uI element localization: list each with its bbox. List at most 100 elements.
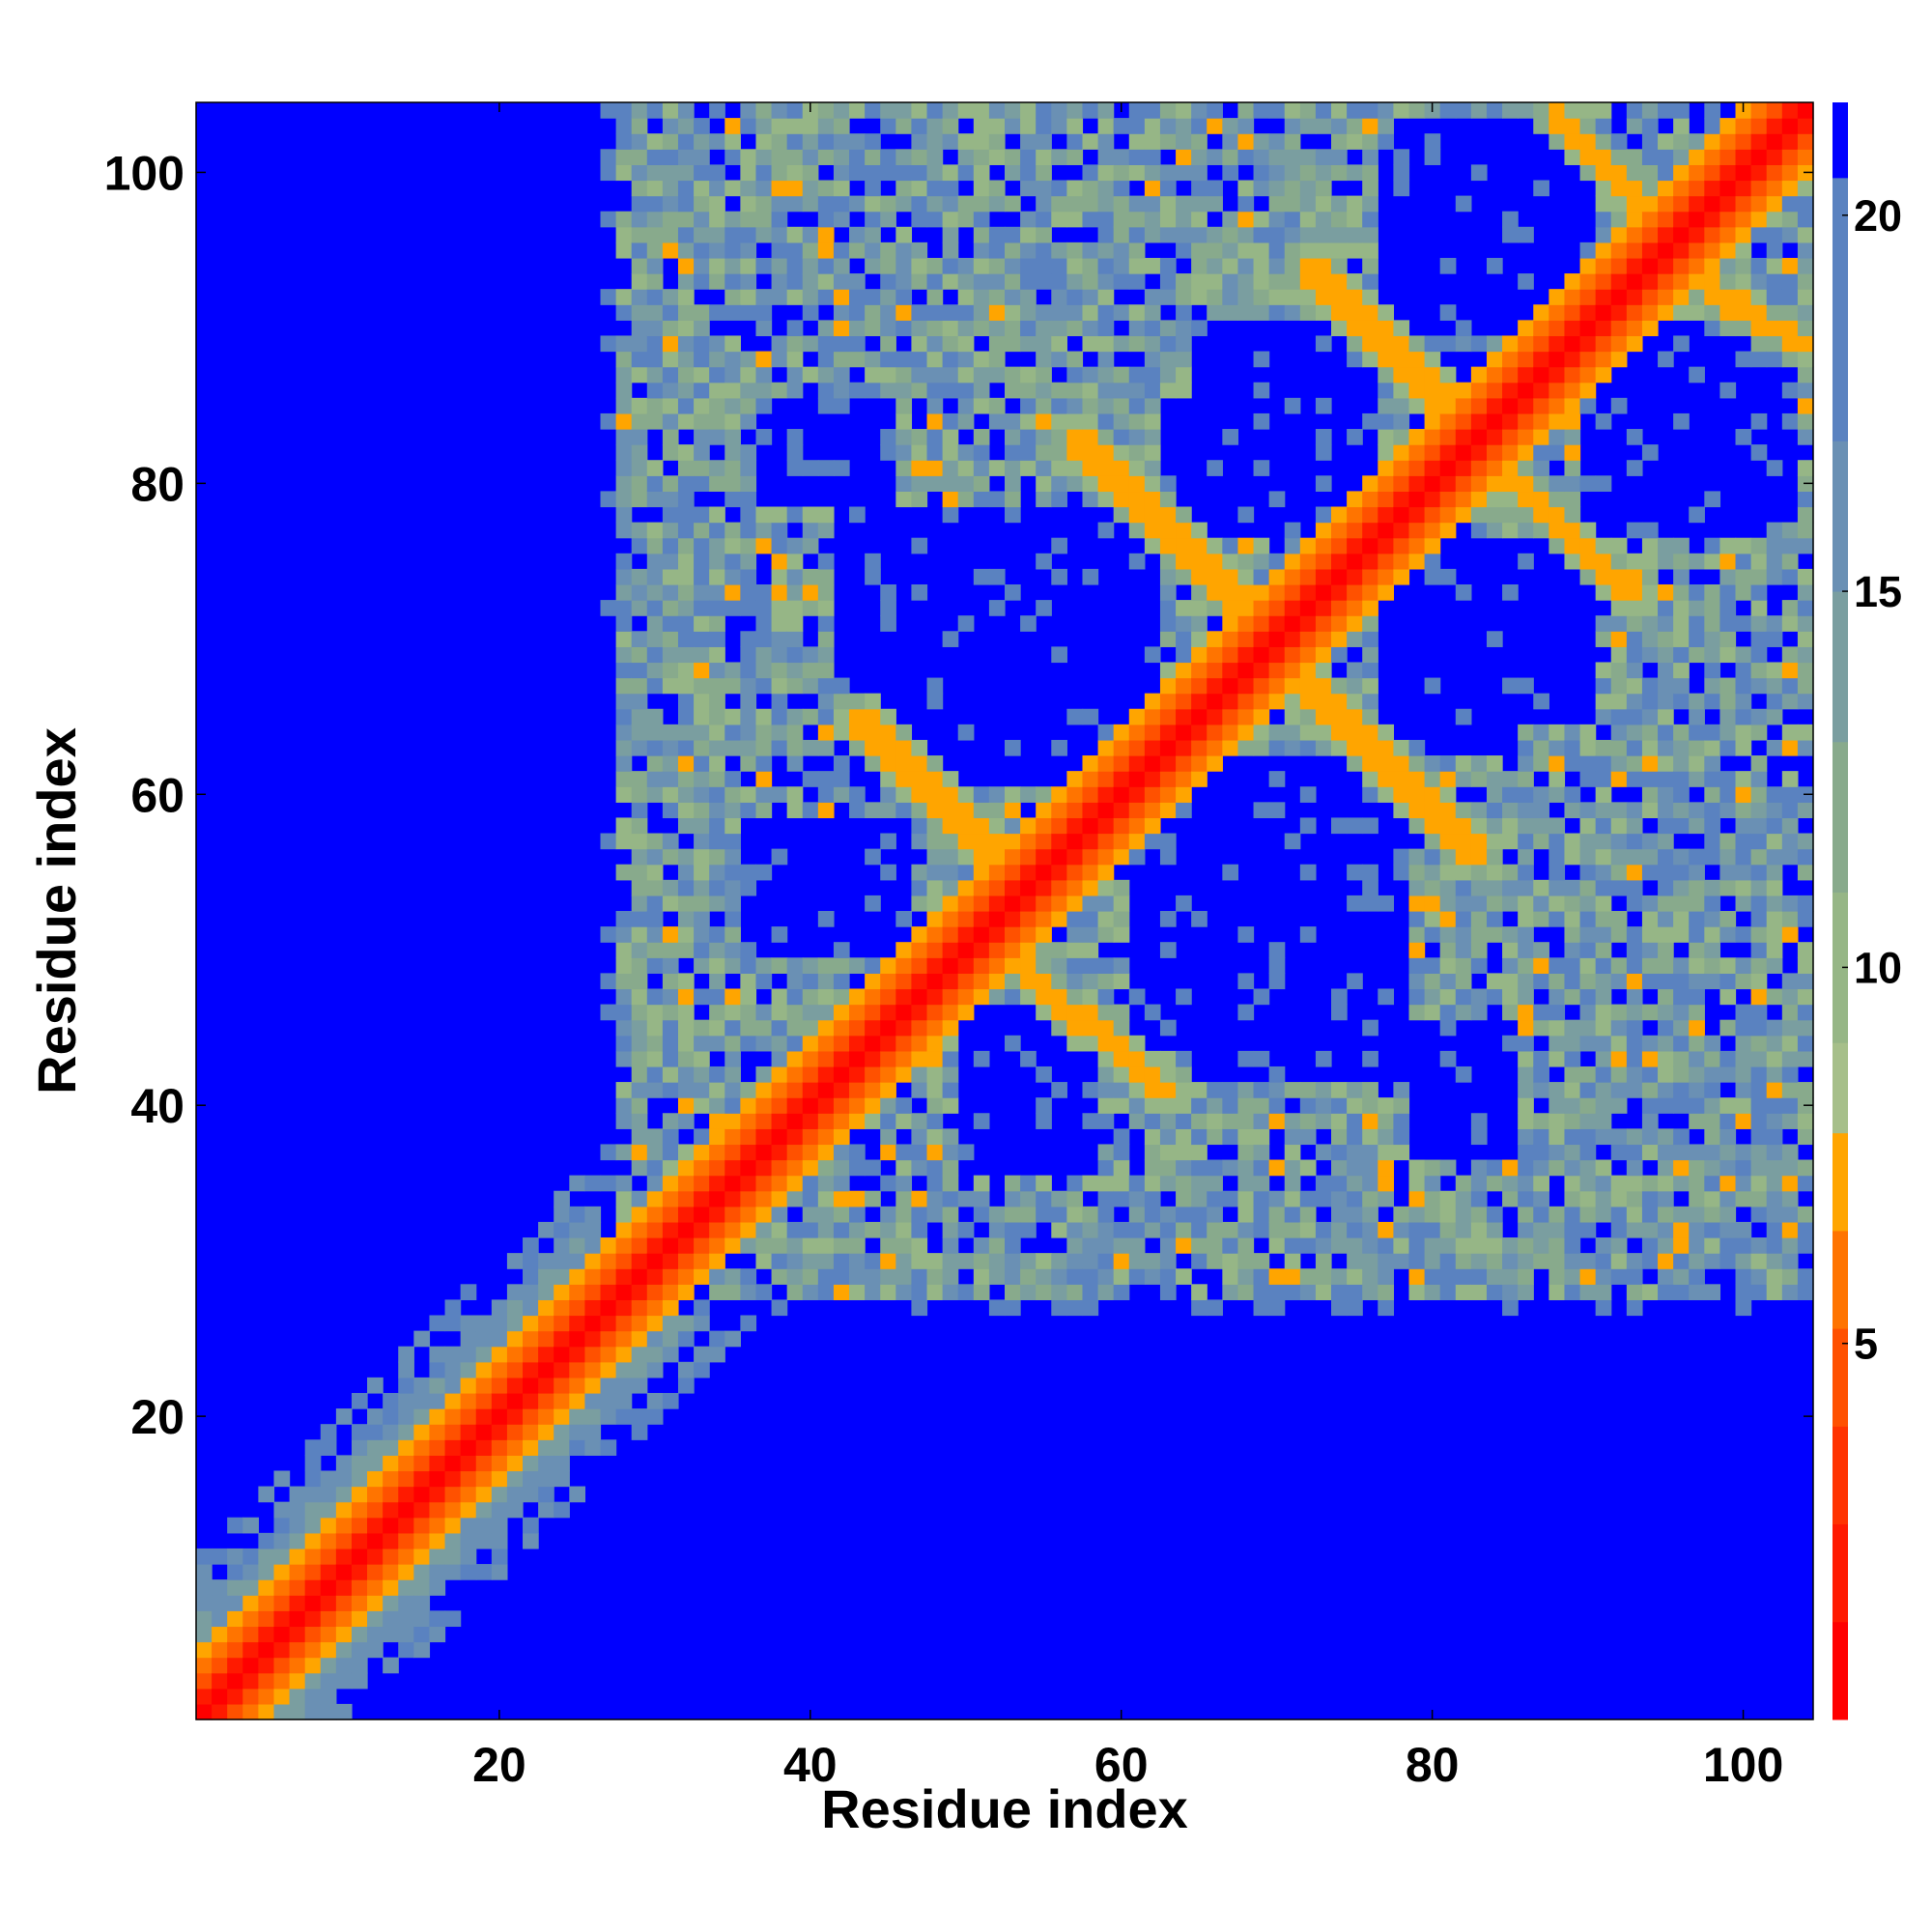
heatmap-cell xyxy=(817,708,835,725)
heatmap-cell xyxy=(615,522,633,539)
heatmap-cell xyxy=(523,1315,539,1332)
heatmap-cell xyxy=(1610,568,1628,585)
heatmap-cell xyxy=(1315,397,1332,414)
heatmap-cell xyxy=(802,366,819,384)
heatmap-cell xyxy=(1082,957,1099,974)
heatmap-cell xyxy=(1579,879,1597,896)
heatmap-cell xyxy=(1036,1253,1052,1269)
heatmap-cell xyxy=(1128,133,1146,150)
heatmap-cell xyxy=(1176,118,1192,134)
heatmap-cell xyxy=(1626,583,1643,601)
heatmap-cell xyxy=(755,1284,773,1301)
heatmap-cell xyxy=(1097,817,1115,835)
heatmap-cell xyxy=(1424,1237,1441,1254)
heatmap-cell xyxy=(1658,802,1674,819)
heatmap-cell xyxy=(1082,257,1099,274)
heatmap-cell xyxy=(1766,195,1783,213)
heatmap-cell xyxy=(1066,320,1084,337)
heatmap-cell xyxy=(662,1035,679,1052)
heatmap-cell xyxy=(988,304,1006,321)
heatmap-cell xyxy=(1378,366,1395,384)
heatmap-cell xyxy=(491,1424,508,1440)
heatmap-cell xyxy=(771,1050,788,1067)
heatmap-cell xyxy=(1144,491,1161,508)
heatmap-cell xyxy=(398,1346,414,1363)
heatmap-cell xyxy=(849,102,866,119)
heatmap-cell xyxy=(1408,444,1426,461)
heatmap-cell xyxy=(600,1268,617,1285)
heatmap-cell xyxy=(1595,864,1612,881)
heatmap-cell xyxy=(1036,1113,1052,1129)
heatmap-cell xyxy=(398,1517,414,1534)
heatmap-cell xyxy=(724,988,741,1006)
heatmap-cell xyxy=(1097,1019,1115,1037)
heatmap-cell xyxy=(1176,320,1192,337)
heatmap-cell xyxy=(646,335,664,353)
heatmap-cell xyxy=(1518,786,1534,803)
heatmap-cell xyxy=(304,1672,322,1690)
heatmap-cell xyxy=(1626,1284,1643,1301)
heatmap-cell xyxy=(942,211,959,228)
heatmap-cell xyxy=(911,786,928,803)
heatmap-cell xyxy=(694,724,710,741)
heatmap-cell xyxy=(865,242,881,259)
heatmap-cell xyxy=(1502,491,1519,508)
heatmap-cell xyxy=(1191,118,1208,134)
heatmap-cell xyxy=(1144,1082,1161,1098)
heatmap-cell xyxy=(880,1175,896,1192)
heatmap-cell xyxy=(1268,195,1286,213)
heatmap-cell xyxy=(212,1579,228,1596)
heatmap-cell xyxy=(569,1392,586,1409)
heatmap-cell xyxy=(1144,180,1161,197)
heatmap-cell xyxy=(895,118,913,134)
heatmap-cell xyxy=(1626,460,1643,476)
heatmap-cell xyxy=(802,257,819,274)
heatmap-cell xyxy=(942,911,959,927)
heatmap-cell xyxy=(1533,1082,1549,1098)
heatmap-cell xyxy=(1658,273,1674,290)
heatmap-cell xyxy=(1284,1284,1301,1301)
heatmap-cell xyxy=(1331,304,1348,321)
heatmap-cell xyxy=(196,1688,213,1705)
heatmap-cell xyxy=(1673,335,1690,353)
heatmap-cell xyxy=(771,724,788,741)
heatmap-cell xyxy=(1128,802,1146,819)
heatmap-cell xyxy=(1378,522,1395,539)
heatmap-cell xyxy=(646,537,664,554)
heatmap-cell xyxy=(600,164,617,182)
heatmap-cell xyxy=(631,211,648,228)
heatmap-cell xyxy=(335,1455,353,1472)
heatmap-cell xyxy=(880,708,896,725)
heatmap-cell xyxy=(895,1253,913,1269)
heatmap-cell xyxy=(1051,475,1067,493)
heatmap-cell xyxy=(1719,257,1737,274)
heatmap-cell xyxy=(911,537,928,554)
heatmap-cell xyxy=(1548,444,1566,461)
heatmap-cell xyxy=(304,1579,322,1596)
heatmap-cell xyxy=(1253,133,1270,150)
heatmap-cell xyxy=(833,335,850,353)
heatmap-cell xyxy=(849,1144,866,1161)
heatmap-cell xyxy=(1036,273,1052,290)
heatmap-cell xyxy=(1299,195,1317,213)
heatmap-cell xyxy=(1144,211,1161,228)
heatmap-cell xyxy=(1486,848,1503,866)
heatmap-cell xyxy=(911,1019,928,1037)
heatmap-cell xyxy=(646,226,664,243)
heatmap-cell xyxy=(957,351,975,368)
heatmap-cell xyxy=(1673,988,1690,1006)
heatmap-cell xyxy=(523,1253,539,1269)
heatmap-cell xyxy=(289,1564,306,1580)
heatmap-cell xyxy=(1331,1299,1348,1317)
heatmap-cell xyxy=(1766,1097,1783,1114)
heatmap-cell xyxy=(1408,1190,1426,1208)
heatmap-cell xyxy=(1595,926,1612,943)
heatmap-cell xyxy=(1455,1065,1472,1083)
heatmap-cell xyxy=(413,1439,431,1456)
heatmap-cell xyxy=(1051,802,1067,819)
heatmap-cell xyxy=(631,257,648,274)
heatmap-cell xyxy=(1548,755,1566,772)
heatmap-cell xyxy=(694,273,710,290)
heatmap-cell xyxy=(273,1641,291,1659)
heatmap-cell xyxy=(1486,1221,1503,1238)
